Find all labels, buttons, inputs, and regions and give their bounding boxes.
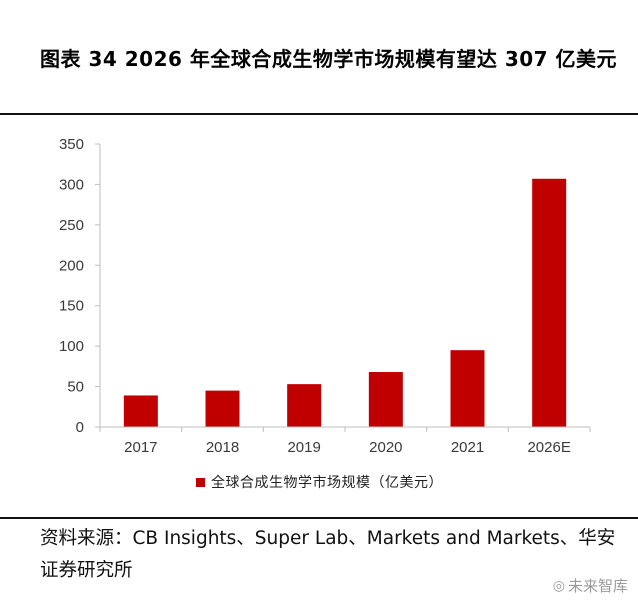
x-tick-label: 2026E [527, 439, 570, 456]
y-tick-label: 200 [59, 257, 84, 274]
x-tick-label: 2019 [287, 439, 320, 456]
bar [368, 372, 403, 427]
bar [287, 384, 322, 427]
y-tick-label: 50 [67, 379, 84, 396]
top-divider [0, 113, 638, 115]
wechat-logo-icon: ◎ [552, 577, 565, 594]
x-tick-label: 2017 [124, 439, 157, 456]
y-tick-label: 350 [59, 136, 84, 153]
chart-title: 图表 34 2026 年全球合成生物学市场规模有望达 307 亿美元 [40, 47, 618, 71]
bar [123, 395, 158, 427]
x-axis: 2017 2018 2019 2020 2021 2026E [99, 426, 591, 456]
legend: 全球合成生物学市场规模（亿美元） [196, 472, 443, 492]
y-tick-label: 100 [59, 338, 84, 355]
watermark-text: 未来智库 [567, 577, 628, 595]
y-tick-label: 250 [59, 217, 84, 234]
y-tick-label: 300 [59, 176, 84, 193]
bar [532, 178, 567, 427]
source-note: 资料来源：CB Insights、Super Lab、Markets and M… [40, 528, 616, 581]
bottom-divider [0, 517, 638, 519]
watermark: ◎ 未来智库 [553, 575, 628, 596]
bar [205, 390, 240, 427]
y-tick-label: 150 [59, 298, 84, 315]
x-tick-label: 2020 [369, 439, 402, 456]
y-axis: 0 50 100 150 200 250 300 350 [59, 136, 101, 436]
legend-swatch [196, 477, 205, 487]
legend-label: 全球合成生物学市场规模（亿美元） [211, 475, 443, 491]
x-tick-label: 2018 [206, 439, 239, 456]
bars [123, 178, 567, 427]
y-tick-label: 0 [76, 419, 84, 436]
bar [450, 350, 485, 427]
x-tick-label: 2021 [451, 439, 484, 456]
